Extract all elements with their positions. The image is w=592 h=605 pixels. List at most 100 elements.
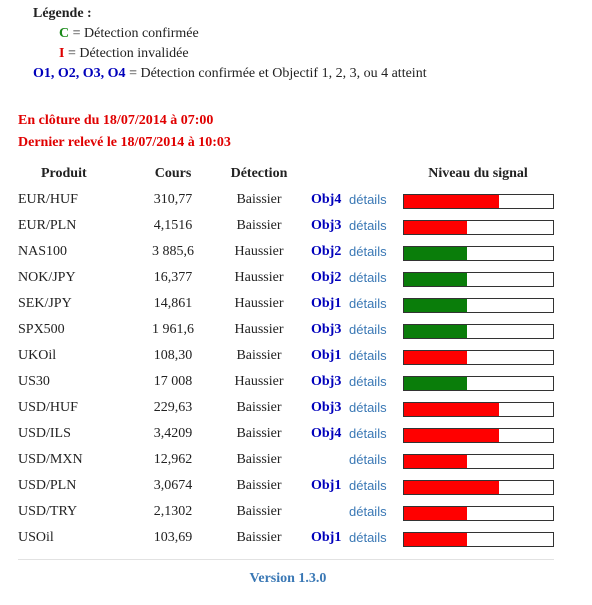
product-cell: USD/TRY xyxy=(18,504,78,519)
signal-bar xyxy=(403,298,554,313)
objective-badge: Obj1 xyxy=(311,530,342,545)
details-link[interactable]: détails xyxy=(349,270,387,285)
details-link[interactable]: détails xyxy=(349,478,387,493)
details-link[interactable]: détails xyxy=(349,452,387,467)
detection-cell: Baissier xyxy=(236,400,282,415)
table-row: USD/TRY 2,1302 Baissier détails xyxy=(18,500,558,526)
objective-badge: Obj2 xyxy=(311,270,342,285)
product-cell: NAS100 xyxy=(18,244,68,259)
version-label: Version 1.3.0 xyxy=(249,571,327,586)
detection-cell: Baissier xyxy=(236,348,282,363)
table-row: EUR/PLN 4,1516 Baissier Obj3 détails xyxy=(18,214,558,240)
details-link[interactable]: détails xyxy=(349,192,387,207)
product-cell: NOK/JPY xyxy=(18,270,76,285)
table-row: USD/HUF 229,63 Baissier Obj3 détails xyxy=(18,396,558,422)
signal-bar-fill xyxy=(404,221,467,234)
legend-item-invalidated: I = Détection invalidée xyxy=(33,44,427,64)
objective-badge: Obj3 xyxy=(311,218,342,233)
legend-title: Légende : xyxy=(33,6,92,21)
price-cell: 12,962 xyxy=(153,452,193,467)
details-link[interactable]: détails xyxy=(349,374,387,389)
signal-table: Produit Cours Détection Niveau du signal… xyxy=(18,164,558,552)
price-cell: 14,861 xyxy=(153,296,193,311)
table-body: EUR/HUF 310,77 Baissier Obj4 détails EUR/PLN 4… xyxy=(18,188,558,552)
product-cell: EUR/PLN xyxy=(18,218,77,233)
details-link[interactable]: détails xyxy=(349,322,387,337)
signal-bar xyxy=(403,272,554,287)
signal-bar-fill xyxy=(404,429,500,442)
objective-badge: Obj4 xyxy=(311,192,342,207)
signal-bar xyxy=(403,350,554,365)
price-cell: 3,0674 xyxy=(153,478,193,493)
product-cell: USD/PLN xyxy=(18,478,77,493)
objective-badge: Obj3 xyxy=(311,374,342,389)
header-signal: Niveau du signal xyxy=(428,166,528,181)
price-cell: 17 008 xyxy=(153,374,193,389)
detection-cell: Baissier xyxy=(236,504,282,519)
detection-cell: Baissier xyxy=(236,192,282,207)
price-cell: 1 961,6 xyxy=(152,322,194,337)
table-row: NOK/JPY 16,377 Haussier Obj2 détails xyxy=(18,266,558,292)
signal-bar-fill xyxy=(404,299,467,312)
detection-cell: Baissier xyxy=(236,478,282,493)
details-link[interactable]: détails xyxy=(349,504,387,519)
price-cell: 3,4209 xyxy=(153,426,193,441)
signal-bar-fill xyxy=(404,377,467,390)
signal-bar-fill xyxy=(404,507,467,520)
legend-text-o: = Détection confirmée et Objectif 1, 2, … xyxy=(125,66,427,81)
objective-badge: Obj1 xyxy=(311,348,342,363)
legend-code-o: O1, O2, O3, O4 xyxy=(33,66,126,81)
status-block: En clôture du 18/07/2014 à 07:00 Dernier… xyxy=(18,110,231,154)
table-row: SPX500 1 961,6 Haussier Obj3 détails xyxy=(18,318,558,344)
details-link[interactable]: détails xyxy=(349,426,387,441)
product-cell: USOil xyxy=(18,530,54,545)
price-cell: 16,377 xyxy=(153,270,193,285)
signal-bar xyxy=(403,454,554,469)
details-link[interactable]: détails xyxy=(349,296,387,311)
table-row: NAS100 3 885,6 Haussier Obj2 détails xyxy=(18,240,558,266)
product-cell: UKOil xyxy=(18,348,57,363)
signal-bar xyxy=(403,506,554,521)
objective-badge: Obj3 xyxy=(311,322,342,337)
signal-bar xyxy=(403,402,554,417)
details-link[interactable]: détails xyxy=(349,530,387,545)
last-reading-time: Dernier relevé le 18/07/2014 à 10:03 xyxy=(18,135,231,150)
detection-cell: Haussier xyxy=(234,296,284,311)
table-row: USD/ILS 3,4209 Baissier Obj4 détails xyxy=(18,422,558,448)
product-cell: SEK/JPY xyxy=(18,296,72,311)
signal-bar xyxy=(403,428,554,443)
signal-bar xyxy=(403,246,554,261)
signal-bar xyxy=(403,532,554,547)
product-cell: SPX500 xyxy=(18,322,65,337)
signal-bar-fill xyxy=(404,325,467,338)
details-link[interactable]: détails xyxy=(349,348,387,363)
product-cell: EUR/HUF xyxy=(18,192,78,207)
product-cell: US30 xyxy=(18,374,50,389)
detection-cell: Baissier xyxy=(236,530,282,545)
price-cell: 2,1302 xyxy=(153,504,193,519)
signal-bar xyxy=(403,376,554,391)
details-link[interactable]: détails xyxy=(349,218,387,233)
objective-badge: Obj1 xyxy=(311,296,342,311)
detection-cell: Baissier xyxy=(236,452,282,467)
table-row: SEK/JPY 14,861 Haussier Obj1 détails xyxy=(18,292,558,318)
legend-text-i: = Détection invalidée xyxy=(64,46,189,61)
product-cell: USD/ILS xyxy=(18,426,71,441)
signal-bar-fill xyxy=(404,351,467,364)
price-cell: 108,30 xyxy=(153,348,193,363)
detection-cell: Haussier xyxy=(234,244,284,259)
detection-cell: Haussier xyxy=(234,322,284,337)
signal-bar-fill xyxy=(404,455,467,468)
header-detection: Détection xyxy=(230,166,288,181)
details-link[interactable]: détails xyxy=(349,400,387,415)
signal-bar xyxy=(403,194,554,209)
signal-bar-fill xyxy=(404,273,467,286)
objective-badge: Obj2 xyxy=(311,244,342,259)
header-price: Cours xyxy=(154,166,192,181)
closing-time: En clôture du 18/07/2014 à 07:00 xyxy=(18,113,214,128)
details-link[interactable]: détails xyxy=(349,244,387,259)
price-cell: 229,63 xyxy=(153,400,193,415)
table-row: USD/MXN 12,962 Baissier détails xyxy=(18,448,558,474)
signal-bar-fill xyxy=(404,533,467,546)
detection-cell: Baissier xyxy=(236,218,282,233)
